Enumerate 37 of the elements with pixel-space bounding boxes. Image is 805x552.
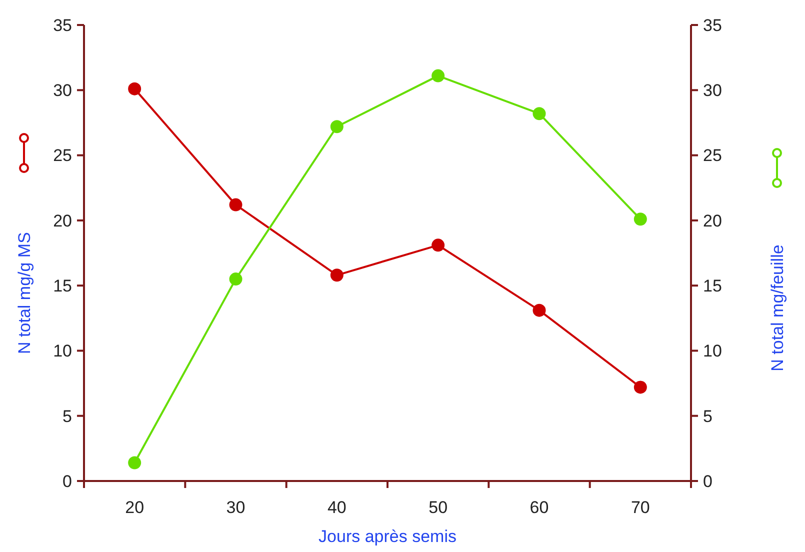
y-tick-label: 10 [53, 342, 72, 361]
y-tick-label: 0 [62, 472, 72, 491]
y-tick-label: 35 [53, 16, 72, 35]
y-axis-title: N total mg/g MS [15, 232, 34, 354]
point [532, 304, 546, 317]
y2-tick-label: 20 [703, 211, 722, 230]
y2-axis-title: N total mg/feuille [768, 244, 787, 372]
x-axis-title: Jours après semis [318, 527, 456, 546]
y2-tick-label: 10 [703, 342, 722, 361]
x-tick-label: 70 [630, 498, 650, 517]
point [634, 212, 647, 226]
x-tick-label: 30 [226, 498, 246, 517]
point [128, 82, 142, 96]
point [128, 456, 142, 470]
x-tick-label: 20 [125, 498, 144, 517]
point [532, 107, 546, 120]
y2-tick-label: 0 [703, 472, 712, 491]
y-tick-label: 30 [53, 81, 72, 100]
y-tick-label: 5 [62, 406, 72, 426]
point [330, 268, 344, 282]
x-tick-label: 50 [428, 498, 448, 517]
point [330, 120, 344, 134]
point [229, 272, 242, 286]
y2-tick-label: 30 [703, 81, 722, 100]
y-tick-label: 20 [53, 211, 72, 230]
x-tick-label: 40 [327, 498, 346, 517]
y2-tick-label: 25 [703, 146, 722, 166]
point [634, 380, 647, 394]
y-tick-label: 25 [53, 146, 72, 166]
point [229, 198, 242, 212]
point [432, 238, 445, 252]
y-tick-label: 15 [53, 276, 72, 296]
x-tick-label: 60 [530, 498, 549, 517]
y2-tick-label: 35 [703, 16, 722, 35]
y2-tick-label: 5 [703, 406, 712, 426]
y2-tick-label: 15 [703, 276, 722, 296]
point [432, 69, 445, 82]
